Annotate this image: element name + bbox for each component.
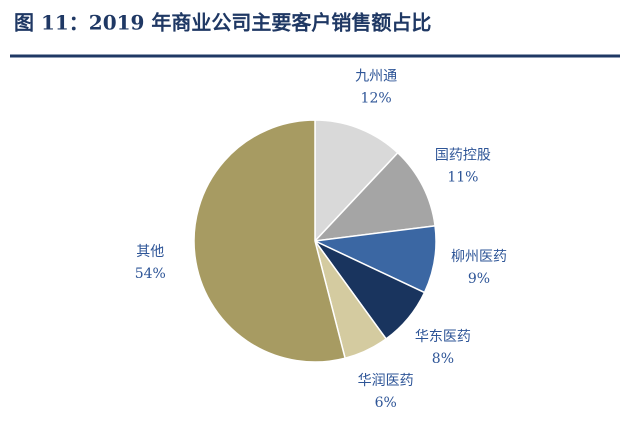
slice-label: 九州通 [355,69,397,85]
value-label: 12% [361,91,392,107]
slice-label: 柳州医药 [451,248,507,265]
pie-slice [314,119,399,243]
value-label: 9% [468,271,490,287]
slice-label: 华润医药 [358,373,414,389]
value-label: 11% [447,170,478,186]
chart-title: 图 11：2019 年商业公司主要客户销售额占比 [14,11,431,35]
pie-slice [313,151,436,243]
pie-slice [193,119,347,363]
value-label: 6% [375,395,397,411]
value-label: 8% [432,351,454,367]
slice-label: 国药控股 [435,148,491,164]
value-label: 54% [135,266,166,282]
slice-label: 华东医药 [415,329,471,345]
slice-label: 其他 [136,244,164,260]
